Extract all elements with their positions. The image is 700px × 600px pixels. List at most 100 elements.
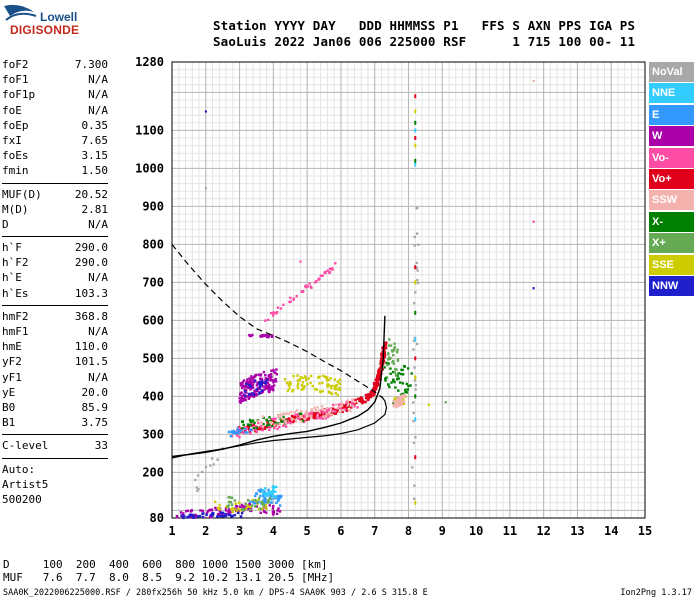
param-value: 85.9 <box>81 400 109 414</box>
param-row-fmin: fmin 1.50 <box>2 163 108 178</box>
data-point-vominus <box>326 269 329 272</box>
data-point-ssw <box>323 409 326 412</box>
x-tick-label: 1 <box>168 524 175 538</box>
data-point-ssw <box>294 420 298 423</box>
data-point-noval <box>412 339 416 343</box>
data-point-w <box>185 510 188 513</box>
data-point-w <box>205 511 209 515</box>
data-point-vominus <box>286 421 289 425</box>
data-point-vominus <box>353 405 356 408</box>
data-point-vominus <box>314 280 318 283</box>
data-point-ssw <box>338 410 341 414</box>
param-divider <box>2 304 108 306</box>
data-point-sse <box>299 375 303 379</box>
data-point-noval <box>416 281 420 285</box>
data-point-noval <box>412 301 416 305</box>
data-point-noval <box>204 465 208 469</box>
data-point-voplus <box>361 400 364 403</box>
data-point-e <box>257 489 260 492</box>
data-point-ssw <box>328 413 331 416</box>
data-point-nnw <box>260 383 263 387</box>
data-point-voplus <box>246 425 249 428</box>
data-point-vominus <box>331 403 335 407</box>
data-point-w <box>242 385 246 388</box>
data-point-xminus <box>410 372 413 375</box>
data-point-xminus <box>396 374 399 378</box>
data-point-voplus <box>378 370 381 373</box>
legend-item-nne: NNE <box>649 83 694 104</box>
data-point-ssw <box>340 404 344 408</box>
data-point-ssw <box>400 401 403 405</box>
data-point-xplus <box>386 363 389 367</box>
data-point-sse <box>234 502 238 505</box>
data-point-voplus <box>374 383 377 386</box>
data-point-w <box>271 335 274 339</box>
param-value: N/A <box>88 88 108 102</box>
data-point-column <box>414 158 417 163</box>
data-point-w <box>271 507 275 510</box>
data-point-xminus <box>391 370 395 374</box>
distance-row: D 100 200 400 600 800 1000 1500 3000 [km… <box>3 558 328 571</box>
y-tick-label: 600 <box>142 313 164 327</box>
param-value: 1.50 <box>81 164 109 178</box>
data-point-w <box>249 378 252 382</box>
data-point-vominus <box>278 425 281 429</box>
data-point-vominus <box>274 417 277 420</box>
data-point-nnw <box>240 511 244 515</box>
data-point-sse <box>237 501 241 504</box>
data-point-ssw <box>395 400 399 404</box>
data-point-noval <box>416 232 419 235</box>
data-point-vominus <box>276 306 280 309</box>
data-point-sse <box>287 383 291 386</box>
data-point-sse <box>216 507 220 510</box>
param-value: 7.65 <box>81 133 109 147</box>
data-point-w <box>272 511 275 514</box>
data-point-sse <box>317 376 320 379</box>
data-point-xplus <box>250 504 254 507</box>
data-point-column <box>414 143 417 148</box>
data-point-w <box>271 513 275 516</box>
data-point-voplus <box>364 400 367 404</box>
data-point-w <box>238 393 242 396</box>
data-point-e <box>270 498 273 501</box>
data-point-xplus <box>387 358 390 361</box>
param-name: fmin <box>2 164 29 178</box>
data-point-xminus <box>268 423 271 426</box>
data-point-sse <box>321 381 324 385</box>
data-point-vominus <box>329 267 332 271</box>
data-point-xminus <box>248 424 251 427</box>
data-point-nnw <box>248 383 251 387</box>
param-divider <box>2 236 108 238</box>
data-point-xminus <box>401 368 404 372</box>
data-point-xplus <box>396 359 400 362</box>
data-point-w <box>259 373 263 376</box>
data-point-w <box>277 507 280 510</box>
data-point-noval <box>197 487 200 491</box>
data-point-xplus <box>257 497 261 500</box>
data-point-w <box>238 396 241 400</box>
data-point-vominus <box>238 435 241 439</box>
param-value: 290.0 <box>74 241 108 255</box>
data-point-w <box>226 512 230 516</box>
data-point-nnw <box>183 514 186 518</box>
data-point-sse <box>302 386 305 389</box>
data-point-xminus <box>406 367 410 370</box>
data-point-nnw <box>224 514 228 517</box>
data-point-e <box>263 490 266 493</box>
data-point-vominus <box>306 285 310 288</box>
data-point-w <box>206 510 210 513</box>
data-point-xminus <box>402 364 406 368</box>
data-point-voplus <box>350 406 353 409</box>
data-point-noval <box>413 235 417 239</box>
data-point-xminus <box>399 372 403 376</box>
data-point-vominus <box>245 427 249 430</box>
y-tick-label: 500 <box>142 351 164 365</box>
data-point-xplus <box>226 505 230 509</box>
data-point-sse <box>244 507 248 510</box>
data-point-w <box>247 397 250 401</box>
param-row-yf2: yF2 101.5 <box>2 354 108 369</box>
data-point-voplus <box>380 352 383 355</box>
data-point-ssw <box>284 419 287 423</box>
param-value: 3.15 <box>81 149 109 163</box>
data-point-w <box>269 379 272 382</box>
